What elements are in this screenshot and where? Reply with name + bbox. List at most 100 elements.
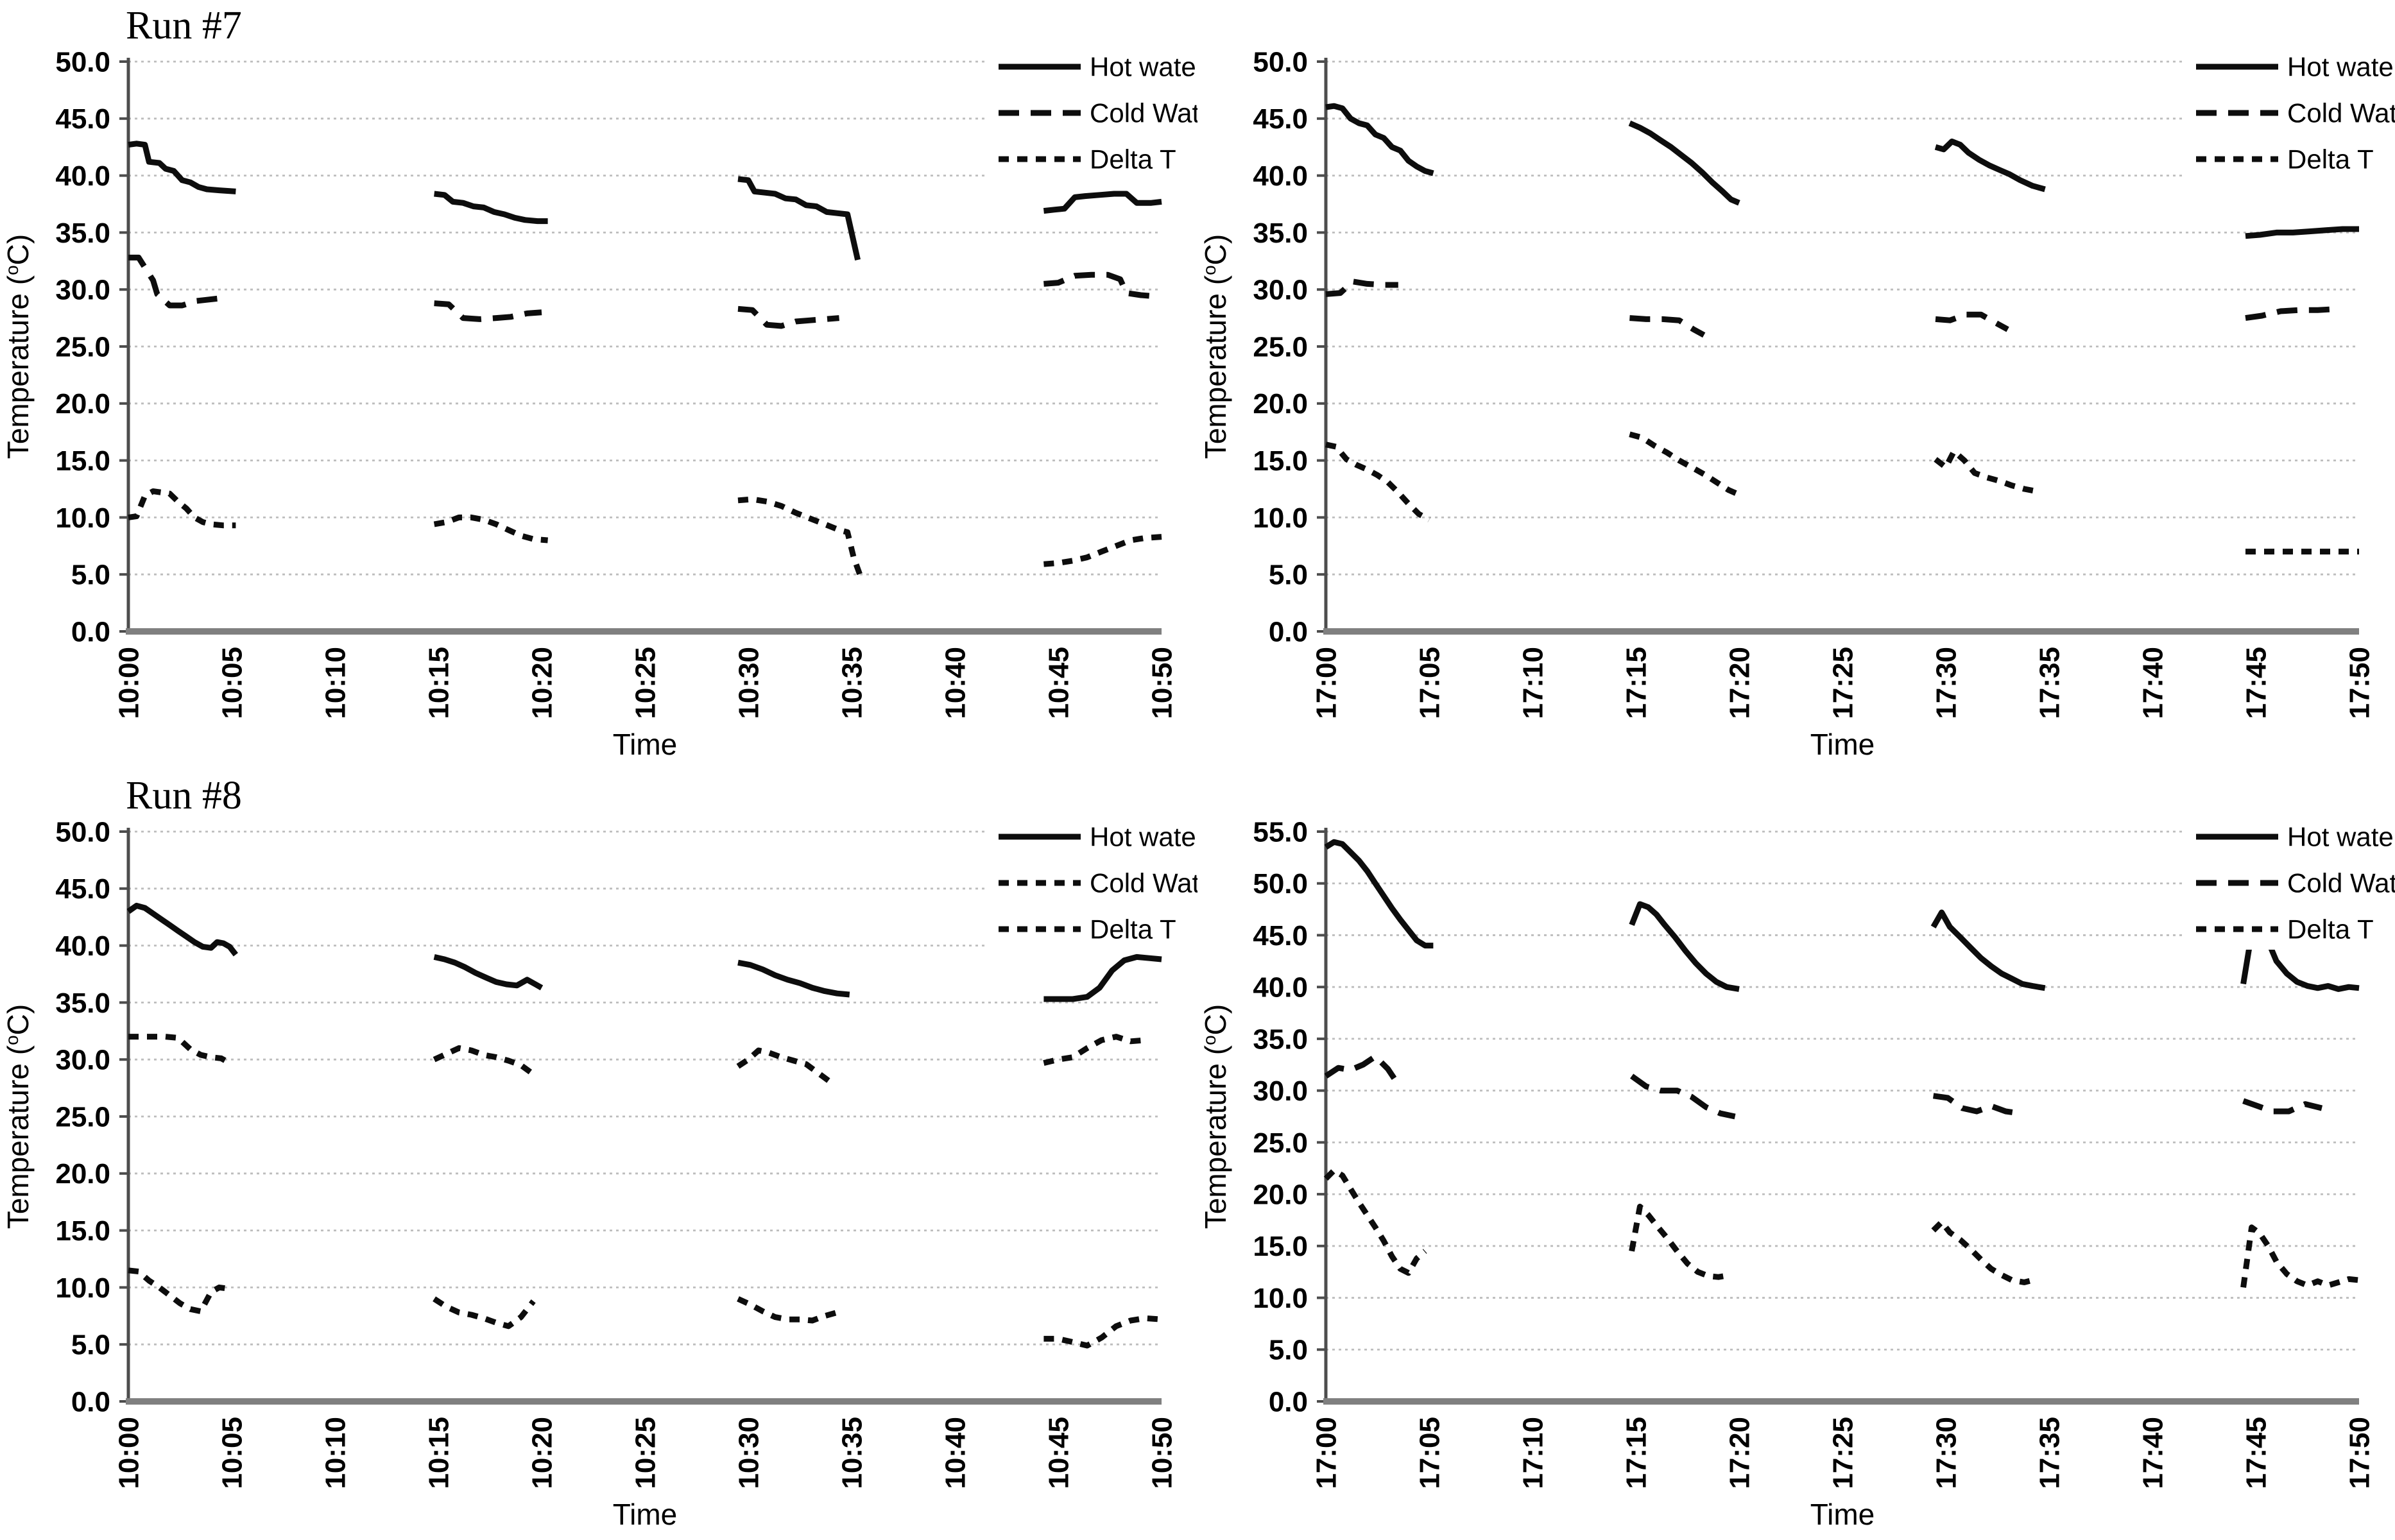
x-tick-label: 17:50	[2344, 1417, 2375, 1489]
y-tick-label: 45.0	[55, 103, 110, 135]
legend: Hot water Cold Water Delta T	[988, 816, 1198, 950]
x-tick-label: 17:15	[1620, 1417, 1652, 1489]
x-tick-label: 10:00	[113, 1417, 144, 1489]
x-tick-label: 10:45	[1043, 1417, 1074, 1489]
series-line	[1934, 138, 2046, 193]
chart-canvas-run7-morning: 0.0 5.0 10.0 15.0 20.0 25.0 30.0 35.0 40.0 45.0 50…	[1, 4, 1198, 761]
x-tick-label: 17:25	[1827, 1417, 1858, 1489]
x-tick-label: 10:35	[836, 647, 868, 719]
y-tick-label: 35.0	[1253, 218, 1308, 249]
x-axis-title: Time	[1810, 1498, 1875, 1531]
y-tick-label: 30.0	[1253, 275, 1308, 306]
x-axis: 10:00 10:05 10:10 10:15 10:20 10:25 10:30 10:35…	[113, 628, 1178, 719]
x-tick-label: 17:05	[1414, 1417, 1445, 1489]
series-line	[1628, 120, 1740, 206]
x-tick-label: 10:30	[733, 1417, 764, 1489]
x-tick-label: 17:15	[1620, 647, 1652, 719]
series-line	[1629, 315, 1706, 338]
x-axis: 17:00 17:05 17:10 17:15 17:20 17:25 17:30 17:35…	[1310, 1398, 2375, 1489]
x-tick-label: 17:50	[2344, 647, 2375, 719]
y-tick-label: 20.0	[55, 1158, 110, 1190]
x-tick-label: 17:40	[2137, 1417, 2168, 1489]
series-line	[1932, 1093, 2021, 1116]
x-tick-label: 17:05	[1414, 647, 1445, 719]
y-tick-label: 15.0	[55, 1215, 110, 1247]
y-axis-title: Temperature (oC)	[1, 1004, 35, 1229]
chart-title: Run #7	[126, 4, 242, 47]
y-tick-label: 20.0	[55, 388, 110, 420]
y-axis-title: Temperature (oC)	[1199, 234, 1232, 459]
chart-title: Run #8	[126, 774, 242, 817]
y-axis: 0.0 5.0 10.0 15.0 20.0 25.0 30.0 35.0 40.0 45.0 50…	[1253, 46, 1328, 647]
x-tick-label: 10:00	[113, 647, 144, 719]
series-line	[434, 300, 542, 322]
x-tick-label: 17:35	[2034, 1417, 2065, 1489]
legend-label: Cold Water	[2287, 868, 2395, 898]
x-tick-label: 17:40	[2137, 647, 2168, 719]
series-line	[1043, 271, 1156, 300]
y-tick-label: 40.0	[55, 930, 110, 962]
y-tick-label: 15.0	[1253, 445, 1308, 477]
y-tick-label: 30.0	[55, 1045, 110, 1076]
series-line	[737, 176, 861, 261]
x-tick-label: 17:45	[2240, 647, 2272, 719]
x-tick-label: 10:05	[216, 647, 248, 719]
series-line	[737, 959, 850, 998]
legend-label: Hot water	[2287, 52, 2395, 82]
x-tick-label: 17:35	[2034, 647, 2065, 719]
x-tick-label: 17:30	[1930, 1417, 1962, 1489]
legend-label: Delta T	[2287, 914, 2374, 945]
series-line	[1043, 954, 1162, 1002]
series-delta-t	[1325, 431, 2359, 555]
series-line	[1325, 278, 1398, 297]
y-axis: 0.0 5.0 10.0 15.0 20.0 25.0 30.0 35.0 40.0 45.0 50…	[55, 46, 130, 647]
y-tick-label: 45.0	[1253, 103, 1308, 135]
y-tick-label: 5.0	[1269, 1335, 1308, 1366]
series-line	[1043, 191, 1162, 214]
y-axis: 0.0 5.0 10.0 15.0 20.0 25.0 30.0 35.0 40.0 45.0 50…	[55, 816, 130, 1417]
series-hot-water	[1325, 103, 2359, 239]
y-tick-label: 10.0	[1253, 502, 1308, 534]
y-tick-label: 5.0	[1269, 560, 1308, 591]
x-axis: 10:00 10:05 10:10 10:15 10:20 10:25 10:30 10:35…	[113, 1398, 1178, 1489]
y-tick-label: 50.0	[55, 46, 110, 78]
x-tick-label: 10:15	[423, 1417, 454, 1489]
series-cold-water	[128, 1034, 1146, 1085]
x-axis-title: Time	[613, 1498, 678, 1531]
y-tick-label: 30.0	[55, 275, 110, 306]
y-tick-label: 35.0	[55, 988, 110, 1019]
x-tick-label: 10:50	[1146, 1417, 1178, 1489]
x-axis: 17:00 17:05 17:10 17:15 17:20 17:25 17:30 17:35…	[1310, 628, 2375, 719]
y-tick-label: 10.0	[1253, 1283, 1308, 1314]
y-tick-label: 15.0	[1253, 1231, 1308, 1262]
x-tick-label: 10:25	[630, 1417, 661, 1489]
y-tick-label: 5.0	[71, 560, 110, 591]
chart-canvas-run8-morning: 0.0 5.0 10.0 15.0 20.0 25.0 30.0 35.0 40.0 45.0 50…	[1, 774, 1198, 1531]
legend-label: Cold Water	[1090, 868, 1198, 898]
x-tick-label: 17:00	[1310, 1417, 1342, 1489]
y-tick-label: 20.0	[1253, 1179, 1308, 1210]
y-tick-label: 45.0	[55, 873, 110, 905]
y-tick-label: 40.0	[55, 160, 110, 192]
y-tick-label: 50.0	[1253, 46, 1308, 78]
x-tick-label: 17:10	[1517, 1417, 1549, 1489]
chart-run7-morning: 0.0 5.0 10.0 15.0 20.0 25.0 30.0 35.0 40.0 45.0 50…	[0, 0, 1198, 770]
y-tick-label: 10.0	[55, 502, 110, 534]
y-tick-label: 10.0	[55, 1272, 110, 1304]
series-line	[1043, 534, 1162, 567]
x-tick-label: 10:40	[940, 1417, 971, 1489]
legend: Hot water Cold Water Delta T	[2186, 816, 2395, 950]
series-line	[434, 191, 548, 225]
legend-label: Hot water	[1090, 822, 1198, 852]
x-tick-label: 10:10	[320, 647, 351, 719]
x-tick-label: 10:40	[940, 647, 971, 719]
series-line	[128, 254, 218, 309]
x-tick-label: 17:30	[1930, 647, 1962, 719]
series-line	[737, 496, 863, 576]
series-line	[1324, 839, 1434, 949]
y-tick-label: 45.0	[1253, 920, 1308, 952]
x-tick-label: 17:20	[1724, 647, 1755, 719]
y-tick-label: 35.0	[55, 218, 110, 249]
x-tick-label: 10:20	[526, 647, 558, 719]
